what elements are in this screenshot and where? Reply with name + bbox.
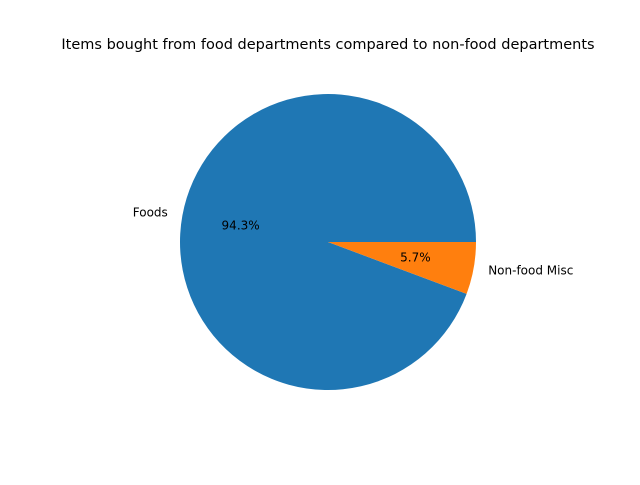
pie-slices <box>179 94 476 391</box>
slice-percent-non-food-misc: 5.7% <box>400 250 431 264</box>
pie-slice-foods <box>179 94 476 391</box>
slice-percent-foods: 94.3% <box>222 219 260 233</box>
chart-title: Items bought from food departments compa… <box>61 37 594 53</box>
pie-slice-non-food-misc <box>328 242 476 294</box>
slice-label-non-food-misc: Non-food Misc <box>488 263 573 277</box>
slice-label-foods: Foods <box>133 206 168 220</box>
pie-labels: Foods 94.3% Non-food Misc 5.7% <box>133 206 574 278</box>
